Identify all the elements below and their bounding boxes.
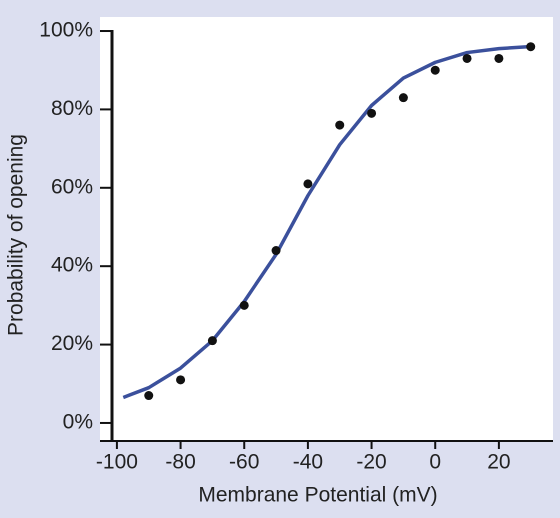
data-point xyxy=(239,300,249,310)
y-tick-label: 20% xyxy=(51,332,93,355)
y-tick-label: 60% xyxy=(51,175,93,198)
data-point xyxy=(335,120,345,130)
data-point xyxy=(176,375,186,385)
x-tick-label: 0 xyxy=(429,451,441,474)
data-point xyxy=(398,93,408,103)
x-tick-label: -80 xyxy=(165,451,195,474)
data-point xyxy=(430,65,440,75)
data-point xyxy=(494,53,504,63)
y-tick-label: 100% xyxy=(39,19,93,42)
data-point xyxy=(271,246,281,256)
y-tick-label: 0% xyxy=(63,411,93,434)
x-axis-label: Membrane Potential (mV) xyxy=(198,484,437,507)
x-tick-label: -40 xyxy=(293,451,323,474)
x-tick-label: 20 xyxy=(487,451,510,474)
data-point xyxy=(303,179,313,189)
y-axis-label: Probability of opening xyxy=(5,134,28,336)
x-tick-label: -60 xyxy=(229,451,259,474)
data-point xyxy=(526,42,536,52)
x-tick-label: -20 xyxy=(356,451,386,474)
y-tick-label: 80% xyxy=(51,97,93,120)
data-point xyxy=(462,53,472,63)
fit-curve xyxy=(122,44,528,400)
data-point xyxy=(144,391,154,401)
y-tick-label: 40% xyxy=(51,254,93,277)
data-point xyxy=(367,108,377,118)
x-tick-label: -100 xyxy=(96,451,138,474)
data-point xyxy=(207,336,217,346)
